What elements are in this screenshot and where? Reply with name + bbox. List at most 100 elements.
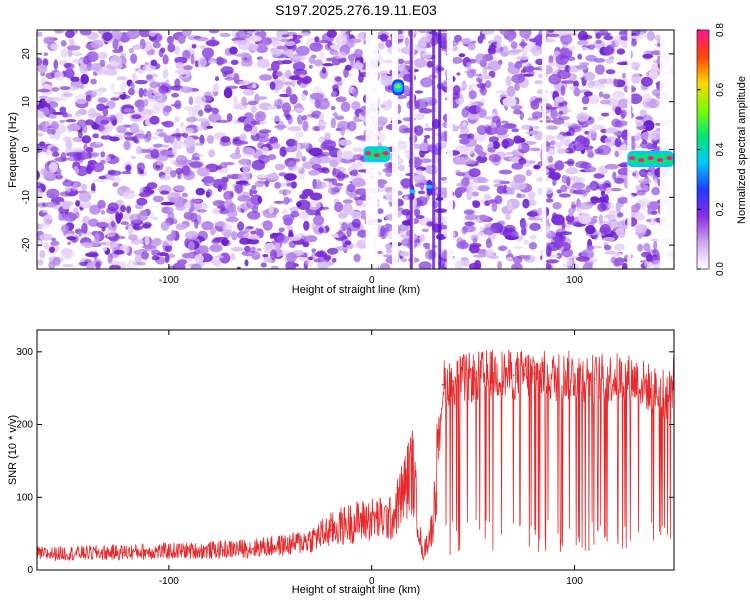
spectrogram-blob [294, 107, 304, 113]
spectrogram-blob [613, 243, 625, 251]
spectrogram-blob [459, 138, 470, 145]
spectrogram-blob [250, 246, 256, 253]
spectrogram-blob [640, 131, 654, 141]
spectrogram-blob [267, 105, 278, 110]
spectrogram-blob [295, 131, 304, 139]
spectrogram-blob [335, 35, 348, 46]
spectrogram-blob [206, 189, 213, 197]
spectrogram-blob [417, 190, 426, 195]
snr-data-point [431, 525, 434, 528]
spectrogram-blob [545, 259, 559, 264]
spectrogram-blob [456, 182, 468, 187]
spectrogram-blob [293, 68, 308, 76]
spectrogram-blob [550, 140, 556, 146]
spectrogram-blob [151, 107, 162, 114]
spectrogram-blob [109, 136, 120, 142]
spectrogram-blob [174, 45, 180, 56]
spectrogram-blob [521, 227, 527, 236]
spectrogram-blob [244, 259, 249, 267]
spectrogram-blob [94, 141, 103, 145]
spectrogram-blob [308, 169, 320, 176]
snr-data-point [614, 376, 616, 379]
snr-data-point [594, 378, 596, 381]
spectrogram-blob [595, 39, 602, 44]
spectrogram-blob [160, 174, 171, 181]
spectrogram-blob [594, 83, 606, 90]
spectrogram-blob [78, 57, 85, 65]
spectrogram-blob [590, 196, 600, 204]
spectrogram-blob [109, 114, 117, 121]
spectrogram-blob [615, 120, 624, 128]
spectrogram-blob [605, 98, 619, 107]
spectrogram-feature-peak [365, 151, 372, 156]
spectrogram-blob [105, 240, 119, 248]
spectrogram-blob [272, 40, 283, 48]
spectrogram-blob [301, 142, 310, 149]
spectrogram-blob [100, 210, 106, 215]
spectrogram-blob [52, 256, 61, 266]
spectrogram-blob [287, 236, 301, 241]
spectrogram-blob [463, 209, 475, 216]
x-tick-label: 100 [566, 275, 583, 286]
spectrogram-blob [282, 102, 291, 114]
spectrogram-blob [638, 178, 652, 185]
spectrogram-blob [110, 97, 120, 101]
spectrogram-blob [497, 260, 502, 269]
spectrogram-blob [579, 62, 590, 66]
spectrogram-blob [152, 237, 162, 246]
spectrogram-blob [37, 132, 44, 137]
spectrogram-blob [332, 84, 339, 91]
snr-data-point [472, 376, 474, 379]
spectrogram-blob [466, 190, 473, 201]
spectrogram-blob [646, 30, 655, 42]
spectrogram-blob [276, 45, 288, 50]
spectrogram-blob [236, 266, 241, 269]
snr-data-point [411, 467, 414, 469]
spectrogram-blob [598, 78, 607, 84]
spectrogram-blob [71, 147, 84, 153]
spectrogram-blob [126, 30, 140, 40]
spectrogram-blob [278, 189, 292, 195]
spectrogram-blob [575, 256, 590, 262]
spectrogram-blob [51, 128, 56, 135]
spectrogram-blob [350, 243, 362, 248]
spectrogram-blob [205, 39, 220, 47]
spectrogram-blob [413, 208, 421, 217]
spectrogram-blob [273, 200, 285, 204]
spectrogram-blob [250, 230, 257, 235]
spectrogram-blob [377, 208, 384, 215]
spectrogram-blob [336, 120, 351, 131]
spectrogram-blob [138, 149, 153, 153]
spectrogram-blob [149, 115, 160, 125]
spectrogram-blob [254, 227, 261, 236]
spectrogram-blob [123, 107, 134, 113]
spectrogram-blob [652, 141, 658, 149]
spectrogram-blob [605, 58, 614, 64]
spectrogram-blob [347, 120, 357, 132]
y-tick-label: 300 [16, 347, 33, 358]
spectrogram-blob [260, 262, 267, 268]
spectrogram-blob [252, 189, 258, 194]
spectrogram-blob [510, 41, 518, 49]
spectrogram-blob [257, 142, 265, 149]
spectrogram-blob [100, 151, 106, 158]
spectrogram-blob [385, 248, 392, 254]
spectrogram-blob [418, 108, 433, 114]
spectrogram-blob [140, 110, 149, 120]
snr-data-point [654, 391, 657, 393]
spectrogram-blob [412, 143, 420, 149]
spectrogram-blob [161, 206, 170, 214]
spectrogram-blob [37, 88, 51, 93]
spectrogram-blob [494, 124, 508, 136]
spectrogram-blob [110, 260, 121, 266]
spectrogram-blob [545, 198, 554, 203]
spectrogram-blob [468, 262, 480, 269]
spectrogram-blob [54, 30, 65, 34]
spectrogram-blob [217, 184, 223, 192]
spectrogram-blob [385, 171, 392, 178]
spectrogram-blob [567, 56, 576, 61]
snr-x-ticks: -100 0 100 [159, 330, 583, 587]
spectrogram-streak [432, 30, 436, 269]
spectrogram-blob [492, 115, 501, 123]
spectrogram-blob [150, 149, 160, 159]
